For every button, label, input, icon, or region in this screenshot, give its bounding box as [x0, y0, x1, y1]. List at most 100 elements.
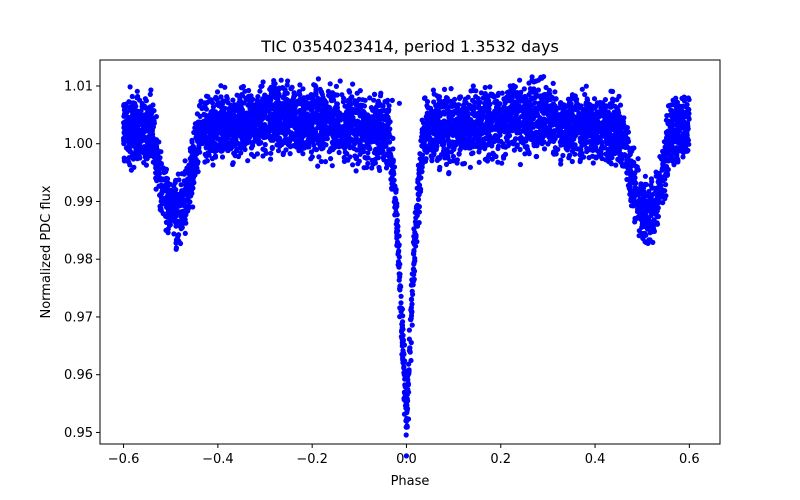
data-point [665, 167, 671, 173]
data-point [448, 149, 455, 155]
data-point [421, 95, 428, 101]
data-point [268, 112, 275, 119]
data-point [663, 193, 669, 199]
data-point [354, 147, 360, 153]
data-point [364, 164, 370, 170]
data-point [644, 207, 650, 213]
data-point [412, 255, 418, 261]
data-point [385, 114, 391, 120]
data-point [413, 243, 419, 249]
data-point [179, 188, 185, 194]
data-point [508, 95, 514, 101]
data-point [357, 151, 363, 157]
data-point [346, 88, 352, 94]
data-point [260, 79, 266, 85]
data-point [575, 146, 581, 152]
data-point [657, 174, 664, 180]
data-point [214, 89, 221, 95]
data-point [412, 229, 418, 236]
data-point [285, 78, 291, 84]
data-point [193, 126, 199, 132]
data-point [680, 103, 687, 109]
data-point [590, 160, 596, 166]
data-point [399, 306, 405, 312]
data-point [624, 158, 630, 164]
data-point [193, 157, 199, 163]
data-point [577, 158, 583, 165]
data-point [378, 130, 384, 136]
data-point [674, 99, 681, 105]
data-point [551, 121, 557, 127]
data-point [552, 89, 558, 95]
data-point [579, 86, 585, 92]
data-point [157, 155, 163, 161]
data-point [356, 111, 362, 117]
data-point [121, 103, 127, 109]
data-point [531, 143, 537, 149]
data-point [298, 142, 304, 148]
data-point [383, 143, 389, 149]
data-point [608, 161, 614, 167]
data-point [686, 115, 692, 121]
data-point [499, 90, 505, 96]
data-point [494, 104, 500, 110]
data-point [394, 222, 400, 229]
data-point [594, 109, 600, 115]
data-point [564, 130, 570, 136]
chart-title: TIC 0354023414, period 1.3532 days [260, 37, 559, 56]
data-point [176, 232, 182, 238]
data-point [234, 92, 240, 98]
data-point [620, 141, 626, 147]
data-point [441, 86, 448, 92]
data-point [297, 82, 303, 88]
data-point [286, 116, 292, 122]
data-point [555, 121, 561, 127]
data-point [475, 95, 481, 102]
data-point [558, 161, 564, 167]
data-point [186, 184, 192, 190]
data-point [439, 124, 445, 130]
data-point [351, 121, 357, 127]
data-point [511, 127, 518, 133]
data-point [139, 138, 145, 144]
data-point [531, 131, 537, 137]
data-point [585, 139, 591, 145]
data-point [608, 112, 614, 118]
data-point [350, 162, 356, 168]
data-point [572, 142, 578, 148]
data-point [440, 102, 446, 108]
data-point [541, 110, 547, 116]
data-point [132, 101, 138, 107]
data-point [586, 130, 592, 137]
data-point [440, 148, 447, 154]
data-point [408, 317, 414, 323]
data-point [642, 173, 649, 179]
data-point [637, 196, 644, 202]
data-point [467, 145, 473, 151]
data-point [400, 319, 406, 325]
data-point [197, 113, 203, 119]
data-point [426, 122, 432, 128]
data-point [441, 139, 447, 146]
data-point [127, 149, 133, 155]
data-point [485, 108, 492, 114]
data-point [230, 160, 236, 166]
data-point [315, 100, 321, 106]
data-point [500, 141, 506, 147]
data-point [471, 103, 477, 109]
data-point [313, 128, 319, 135]
data-point [406, 327, 412, 333]
data-point [492, 112, 498, 118]
data-point [582, 91, 588, 98]
data-point [628, 203, 635, 209]
data-point [641, 233, 647, 239]
data-point [552, 145, 559, 151]
data-point [316, 106, 322, 112]
data-point [278, 77, 284, 83]
data-point [545, 141, 551, 147]
data-point [153, 114, 159, 120]
data-point [228, 102, 234, 108]
data-point [245, 93, 252, 99]
data-point [514, 143, 520, 149]
data-point [347, 154, 353, 160]
